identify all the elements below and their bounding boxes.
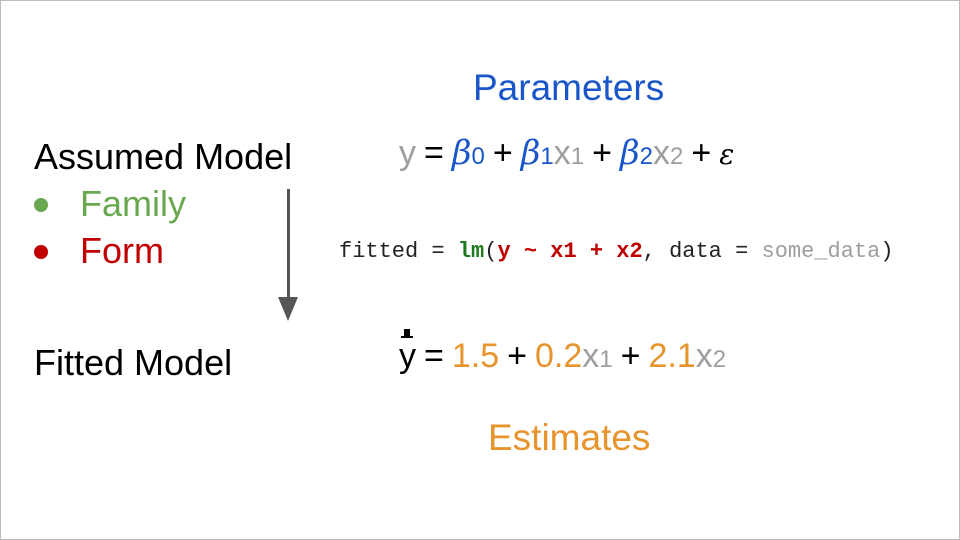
- code-function: lm: [457, 239, 485, 264]
- eq-plus-3: +: [691, 134, 712, 172]
- fit-equals: =: [424, 337, 444, 375]
- eq-y: y: [399, 134, 416, 172]
- top-hat-icon: [401, 329, 413, 338]
- form-label: Form: [80, 230, 164, 271]
- red-bullet-icon: [34, 245, 48, 259]
- bullet-form: Form: [34, 230, 164, 272]
- fitted-equation: y = 1.5 + 0.2 x 1 + 2.1 x 2: [399, 329, 726, 376]
- bullet-family: Family: [34, 183, 186, 225]
- beta0: β: [451, 133, 472, 173]
- beta1: β: [520, 133, 541, 173]
- down-arrow-icon: [287, 189, 290, 299]
- beta2: β: [619, 133, 640, 173]
- x2: x: [652, 134, 670, 172]
- fit-plus-1: +: [507, 337, 527, 375]
- arrow-head: [278, 297, 298, 321]
- fit-plus-2: +: [620, 337, 641, 375]
- eq-plus-2: +: [592, 134, 612, 172]
- epsilon: ε: [719, 138, 735, 171]
- y-hat-letter: y: [399, 337, 416, 375]
- code-open-paren: (: [484, 239, 498, 264]
- family-label: Family: [80, 183, 186, 224]
- fitted-model-label: Fitted Model: [34, 342, 233, 383]
- coef-x1: 0.2: [534, 337, 583, 375]
- lm-code-line: fitted = lm(y ~ x1 + x2, data = some_dat…: [339, 239, 894, 264]
- y-hat: y: [399, 329, 416, 376]
- code-lhs: fitted =: [339, 239, 458, 264]
- coef-x2: 2.1: [648, 337, 696, 375]
- estimates-title: Estimates: [488, 417, 651, 458]
- assumed-model-label: Assumed Model: [34, 136, 293, 177]
- fit-x1: x: [582, 337, 600, 375]
- code-mid: , data =: [642, 239, 762, 264]
- code-data-arg: some_data: [761, 239, 881, 264]
- eq-plus-1: +: [492, 134, 513, 172]
- fit-x2: x: [695, 337, 713, 375]
- parameters-title: Parameters: [473, 67, 665, 108]
- x1: x: [553, 134, 571, 172]
- eq-equals: =: [424, 134, 444, 172]
- coef-intercept: 1.5: [451, 337, 500, 375]
- green-bullet-icon: [34, 198, 48, 212]
- code-formula: y ~ x1 + x2: [497, 239, 643, 264]
- code-close-paren: ): [880, 239, 894, 264]
